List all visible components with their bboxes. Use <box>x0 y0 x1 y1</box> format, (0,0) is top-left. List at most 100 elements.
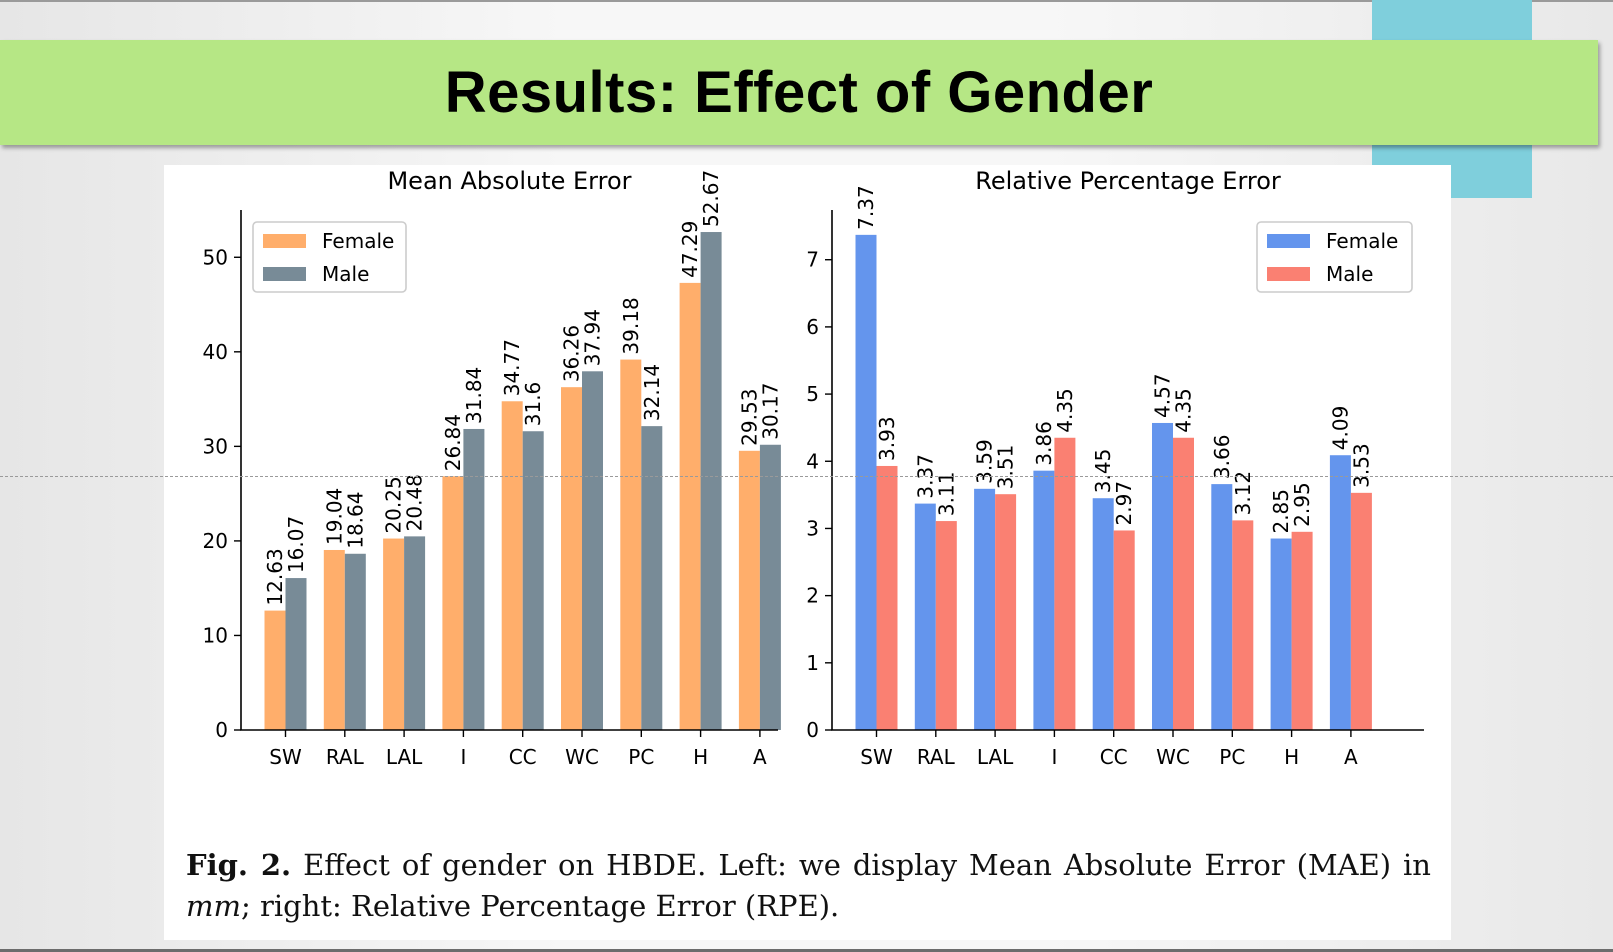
y-tick-label: 1 <box>806 651 819 675</box>
value-label: 12.63 <box>263 548 287 605</box>
bar-female-sw <box>855 234 877 730</box>
legend: Female Male <box>1256 221 1413 293</box>
x-tick-label: CC <box>1100 745 1128 769</box>
value-label: 3.11 <box>934 472 958 517</box>
value-label: 31.6 <box>521 382 545 427</box>
x-tick-label: CC <box>509 745 537 769</box>
value-label: 3.12 <box>1231 471 1255 516</box>
y-tick-label: 0 <box>215 718 228 742</box>
bar-female-ral <box>323 549 345 730</box>
y-tick-label: 50 <box>203 245 228 269</box>
x-tick-label: RAL <box>917 745 956 769</box>
bar-female-cc <box>1092 498 1114 730</box>
value-label: 7.37 <box>854 185 878 230</box>
x-tick-label: PC <box>628 745 654 769</box>
value-label: 3.66 <box>1210 435 1234 480</box>
bar-male-i <box>463 428 485 730</box>
bar-female-a <box>1329 455 1351 730</box>
bar-female-wc <box>561 387 582 730</box>
y-tick-label: 30 <box>203 434 228 458</box>
slide-title: Results: Effect of Gender <box>444 60 1154 125</box>
bar-female-a <box>738 450 760 730</box>
caption-label: Fig. 2. <box>186 848 292 882</box>
legend-swatch-female <box>263 234 306 248</box>
value-label: 4.35 <box>1172 388 1196 433</box>
y-tick-label: 20 <box>203 529 228 553</box>
bar-male-sw <box>876 465 898 730</box>
bar-female-h <box>1270 538 1292 730</box>
value-label: 37.94 <box>581 309 605 366</box>
caption-text-2: ; right: Relative Percentage Error (RPE)… <box>241 889 840 923</box>
value-label: 2.95 <box>1290 482 1314 527</box>
bar-male-sw <box>285 578 307 730</box>
y-tick-label: 7 <box>806 248 819 272</box>
y-tick-label: 40 <box>203 340 228 364</box>
bar-female-lal <box>974 488 996 730</box>
bar-male-pc <box>641 426 663 730</box>
bar-male-cc <box>1113 530 1135 730</box>
value-label: 4.09 <box>1328 406 1352 451</box>
value-label: 31.84 <box>462 367 486 424</box>
bar-female-lal <box>383 538 405 730</box>
bar-male-a <box>759 444 781 730</box>
title-banner: Results: Effect of Gender <box>0 40 1598 145</box>
bar-female-pc <box>620 359 642 730</box>
y-tick-label: 3 <box>806 516 819 540</box>
legend-swatch-male <box>1267 267 1310 281</box>
bar-male-h <box>1291 531 1313 730</box>
legend-swatch-male <box>263 267 306 281</box>
bar-female-pc <box>1211 484 1233 730</box>
value-label: 47.29 <box>678 221 702 278</box>
value-label: 18.64 <box>343 492 367 549</box>
bar-female-i <box>1033 470 1055 730</box>
value-label: 3.51 <box>994 445 1018 490</box>
value-label: 29.53 <box>737 389 761 446</box>
legend-label-male: Male <box>1326 262 1373 286</box>
value-label: 16.07 <box>284 516 308 573</box>
value-label: 3.86 <box>1032 421 1056 466</box>
value-label: 2.85 <box>1269 489 1293 534</box>
x-tick-label: PC <box>1219 745 1245 769</box>
value-label: 20.48 <box>403 474 427 531</box>
chart-title: Mean Absolute Error <box>387 167 631 195</box>
dashed-guide-line <box>0 476 1613 477</box>
y-tick-label: 6 <box>806 315 819 339</box>
bar-male-ral <box>344 553 366 730</box>
x-tick-label: WC <box>565 745 599 769</box>
bar-female-sw <box>264 610 286 730</box>
legend: Female Male <box>252 221 407 293</box>
bar-female-wc <box>1152 422 1173 730</box>
value-label: 30.17 <box>758 382 782 439</box>
bar-male-pc <box>1232 520 1254 730</box>
x-tick-label: LAL <box>386 745 423 769</box>
value-label: 32.14 <box>640 364 664 421</box>
y-tick-label: 2 <box>806 584 819 608</box>
x-tick-label: I <box>1051 745 1057 769</box>
y-tick-label: 5 <box>806 382 819 406</box>
value-label: 26.84 <box>441 414 465 471</box>
value-label: 39.18 <box>619 297 643 354</box>
value-label: 2.97 <box>1112 481 1136 526</box>
x-tick-label: H <box>1284 745 1299 769</box>
bar-male-lal <box>995 494 1017 730</box>
value-label: 34.77 <box>500 339 524 396</box>
legend-label-female: Female <box>322 229 394 253</box>
chart-title: Relative Percentage Error <box>975 167 1281 195</box>
x-tick-label: I <box>460 745 466 769</box>
bar-male-i <box>1054 437 1076 730</box>
value-label: 3.93 <box>875 416 899 461</box>
x-tick-label: SW <box>860 745 893 769</box>
bar-male-wc <box>1173 437 1194 730</box>
x-tick-label: A <box>753 745 767 769</box>
value-label: 19.04 <box>322 488 346 545</box>
bar-male-ral <box>935 521 957 730</box>
x-tick-label: WC <box>1156 745 1190 769</box>
value-label: 3.45 <box>1091 449 1115 494</box>
slide-bottom-border <box>0 949 1613 952</box>
figure-panel: Mean Absolute Error 12.63 19.04 20.25 26.84 3… <box>164 165 1451 940</box>
bar-male-h <box>700 232 722 730</box>
bar-male-wc <box>582 371 603 730</box>
